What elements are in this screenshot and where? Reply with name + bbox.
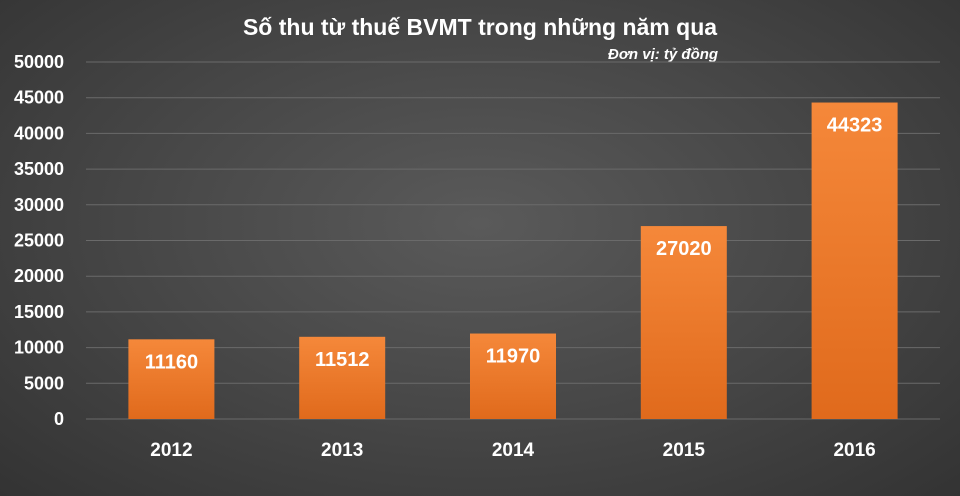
x-category-label: 2014 [492,440,535,461]
chart-title: Số thu từ thuế BVMT trong những năm qua [242,14,718,40]
y-tick-label: 50000 [14,52,64,72]
x-axis-categories: 2012 2013 2014 2015 2016 [150,440,875,461]
y-tick-label: 45000 [14,88,64,108]
bar-2012 [128,339,215,419]
bar-2016 [811,102,898,419]
y-tick-label: 30000 [14,195,64,215]
y-tick-label: 5000 [24,373,64,393]
x-category-label: 2012 [150,440,192,461]
bar-2014 [470,333,556,419]
data-label-2014: 11970 [486,346,541,368]
y-tick-label: 40000 [14,123,64,143]
y-tick-label: 10000 [14,338,64,358]
y-tick-label: 0 [54,409,64,429]
y-axis-ticks: 0 5000 10000 15000 20000 25000 30000 35000 40000… [14,52,64,429]
data-label-2015: 27020 [656,238,712,260]
data-label-2012: 11160 [145,351,198,373]
y-tick-label: 20000 [14,266,64,286]
y-tick-label: 35000 [14,159,64,179]
data-label-2016: 44323 [827,115,883,137]
bar-2013 [299,336,386,419]
bars: 11160 11512 11970 27020 44323 [128,102,898,419]
x-category-label: 2013 [321,440,363,461]
x-category-label: 2016 [833,440,875,461]
y-tick-label: 15000 [14,302,64,322]
x-category-label: 2015 [663,440,706,461]
chart-subtitle: Đơn vị: tỷ đồng [608,46,719,63]
bar-2015 [640,226,727,419]
data-label-2013: 11512 [315,349,370,371]
y-tick-label: 25000 [14,231,64,251]
